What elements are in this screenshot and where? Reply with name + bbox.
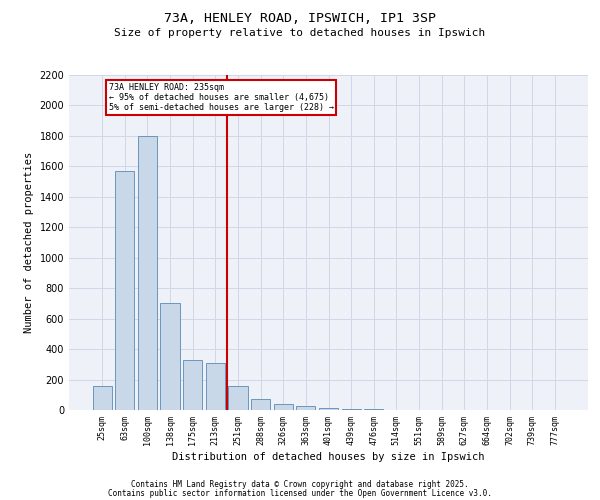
Bar bbox=[138, 136, 157, 410]
Bar bbox=[160, 304, 180, 410]
Bar bbox=[206, 363, 225, 410]
Bar bbox=[319, 408, 338, 410]
Text: Contains HM Land Registry data © Crown copyright and database right 2025.: Contains HM Land Registry data © Crown c… bbox=[131, 480, 469, 489]
Y-axis label: Number of detached properties: Number of detached properties bbox=[24, 152, 34, 333]
Bar bbox=[341, 409, 361, 410]
Bar bbox=[183, 360, 202, 410]
Bar bbox=[251, 398, 270, 410]
Text: 73A, HENLEY ROAD, IPSWICH, IP1 3SP: 73A, HENLEY ROAD, IPSWICH, IP1 3SP bbox=[164, 12, 436, 26]
Bar bbox=[115, 171, 134, 410]
Bar bbox=[364, 409, 383, 410]
Bar bbox=[274, 404, 293, 410]
Text: Contains public sector information licensed under the Open Government Licence v3: Contains public sector information licen… bbox=[108, 489, 492, 498]
Bar bbox=[229, 386, 248, 410]
Text: 73A HENLEY ROAD: 235sqm
← 95% of detached houses are smaller (4,675)
5% of semi-: 73A HENLEY ROAD: 235sqm ← 95% of detache… bbox=[109, 82, 334, 112]
Bar bbox=[296, 406, 316, 410]
Bar bbox=[92, 386, 112, 410]
Text: Size of property relative to detached houses in Ipswich: Size of property relative to detached ho… bbox=[115, 28, 485, 38]
X-axis label: Distribution of detached houses by size in Ipswich: Distribution of detached houses by size … bbox=[172, 452, 485, 462]
